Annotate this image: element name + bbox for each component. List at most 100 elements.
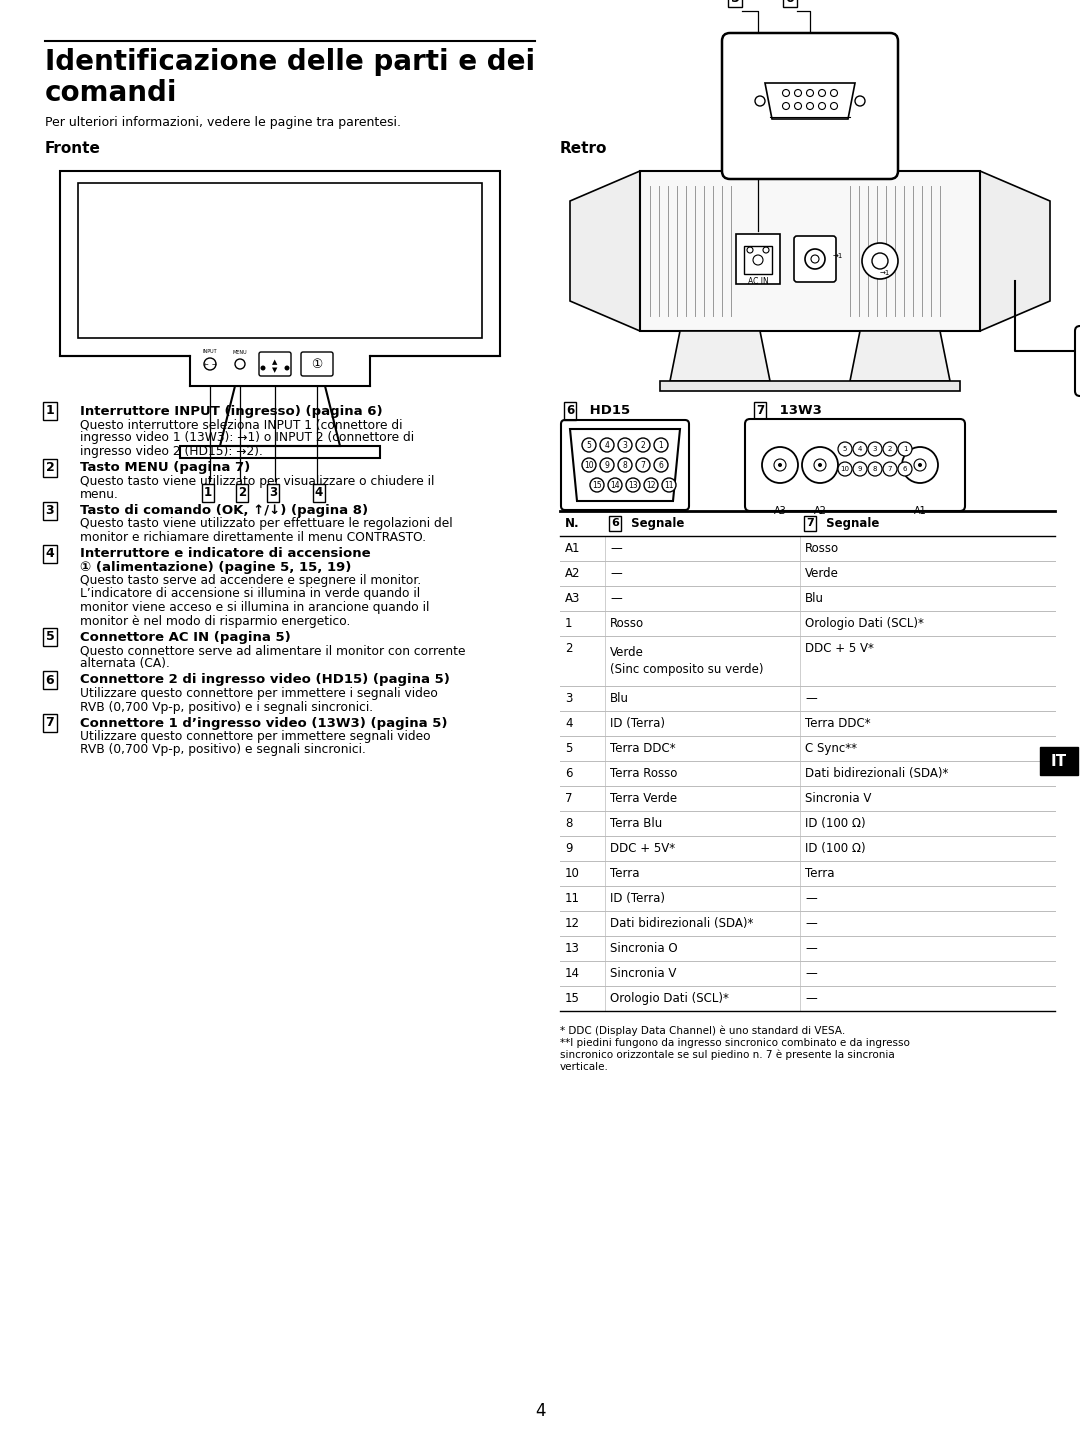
Text: Segnale: Segnale	[627, 517, 685, 530]
Text: Segnale: Segnale	[822, 517, 879, 530]
Bar	[180, 447, 380, 458]
Text: 7: 7	[640, 461, 646, 470]
Text: Terra DDC*: Terra DDC*	[805, 718, 870, 731]
Text: 6: 6	[566, 405, 575, 418]
Circle shape	[778, 463, 782, 467]
Text: ①: ①	[311, 357, 323, 370]
Text: 5: 5	[45, 631, 54, 644]
Text: (Sinc composito su verde): (Sinc composito su verde)	[610, 663, 764, 676]
Text: Terra Blu: Terra Blu	[610, 817, 662, 830]
Text: 4: 4	[45, 548, 54, 561]
Text: Orologio Dati (SCL)*: Orologio Dati (SCL)*	[610, 991, 729, 1004]
Polygon shape	[850, 331, 950, 380]
Circle shape	[918, 463, 922, 467]
Text: Dati bidirezionali (SDA)*: Dati bidirezionali (SDA)*	[805, 767, 948, 780]
Text: 8: 8	[873, 465, 877, 473]
Text: ▲: ▲	[272, 359, 278, 365]
Circle shape	[644, 478, 658, 491]
Text: 10: 10	[565, 867, 580, 880]
Text: 6: 6	[45, 673, 54, 686]
Circle shape	[838, 463, 852, 476]
Text: Blu: Blu	[610, 692, 629, 705]
Text: Interruttore e indicatore di accensione: Interruttore e indicatore di accensione	[80, 548, 370, 561]
Text: 11: 11	[664, 480, 674, 490]
Text: monitor e richiamare direttamente il menu CONTRASTO.: monitor e richiamare direttamente il men…	[80, 530, 427, 545]
Text: 9: 9	[858, 465, 862, 473]
Text: 3: 3	[622, 441, 627, 450]
Circle shape	[762, 447, 798, 483]
Text: 5: 5	[565, 742, 572, 755]
Bar	[78, 183, 482, 339]
Text: DDC + 5V*: DDC + 5V*	[610, 842, 675, 855]
Circle shape	[654, 438, 669, 452]
Text: * DDC (Display Data Channel) è uno standard di VESA.: * DDC (Display Data Channel) è uno stand…	[561, 1025, 846, 1036]
Text: Terra: Terra	[805, 867, 835, 880]
Text: Sincronia V: Sincronia V	[805, 793, 872, 806]
Circle shape	[862, 244, 897, 280]
Text: —: —	[805, 892, 816, 905]
Text: 6: 6	[659, 461, 663, 470]
Text: A2: A2	[813, 506, 826, 516]
FancyBboxPatch shape	[745, 419, 966, 512]
Circle shape	[600, 438, 615, 452]
Text: 4: 4	[535, 1402, 545, 1419]
Text: 6: 6	[785, 0, 794, 4]
Text: 6: 6	[565, 767, 572, 780]
Text: 7: 7	[45, 716, 54, 729]
Text: 4: 4	[605, 441, 609, 450]
Text: 7: 7	[565, 793, 572, 806]
Text: 1: 1	[903, 447, 907, 452]
Text: 2: 2	[565, 643, 572, 656]
Text: Retro: Retro	[561, 141, 607, 156]
Text: monitor è nel modo di risparmio energetico.: monitor è nel modo di risparmio energeti…	[80, 614, 350, 627]
Text: 15: 15	[592, 480, 602, 490]
Text: Fronte: Fronte	[45, 141, 100, 156]
Polygon shape	[570, 429, 680, 501]
Text: 1: 1	[565, 617, 572, 630]
Text: 2: 2	[45, 461, 54, 474]
Text: Questo tasto serve ad accendere e spegnere il monitor.: Questo tasto serve ad accendere e spegne…	[80, 574, 421, 586]
Text: Per ulteriori informazioni, vedere le pagine tra parentesi.: Per ulteriori informazioni, vedere le pa…	[45, 115, 401, 130]
Circle shape	[636, 438, 650, 452]
Text: 10: 10	[584, 461, 594, 470]
Text: Connettore 1 d’ingresso video (13W3) (pagina 5): Connettore 1 d’ingresso video (13W3) (pa…	[80, 716, 447, 729]
Text: AC IN: AC IN	[747, 277, 768, 285]
Text: 5: 5	[586, 441, 592, 450]
Text: RVB (0,700 Vp-p, positivo) e segnali sincronici.: RVB (0,700 Vp-p, positivo) e segnali sin…	[80, 744, 366, 757]
Text: 2: 2	[640, 441, 646, 450]
Circle shape	[590, 478, 604, 491]
Text: 1: 1	[204, 487, 212, 500]
Text: 3: 3	[269, 487, 278, 500]
Text: 13: 13	[629, 480, 638, 490]
Text: ▼: ▼	[272, 367, 278, 373]
Text: 14: 14	[610, 480, 620, 490]
Circle shape	[618, 458, 632, 473]
Text: →1: →1	[880, 269, 890, 277]
Text: 2: 2	[238, 487, 246, 500]
Text: 3: 3	[45, 504, 54, 517]
Text: 7: 7	[888, 465, 892, 473]
Bar	[640, 171, 980, 331]
Bar	[744, 246, 772, 274]
Text: A3: A3	[565, 592, 580, 605]
Text: Sincronia O: Sincronia O	[610, 942, 677, 955]
Circle shape	[853, 463, 867, 476]
Circle shape	[284, 366, 289, 370]
Text: ① (alimentazione) (pagine 5, 15, 19): ① (alimentazione) (pagine 5, 15, 19)	[80, 561, 351, 574]
FancyBboxPatch shape	[794, 236, 836, 282]
Text: —: —	[610, 542, 622, 555]
Bar	[735, 233, 780, 284]
Text: 6: 6	[903, 465, 907, 473]
Text: Rosso: Rosso	[805, 542, 839, 555]
Text: —: —	[805, 967, 816, 980]
Text: Identificazione delle parti e dei: Identificazione delle parti e dei	[45, 48, 535, 76]
Circle shape	[600, 458, 615, 473]
Text: verticale.: verticale.	[561, 1062, 609, 1072]
Circle shape	[618, 438, 632, 452]
Polygon shape	[670, 331, 770, 380]
Bar	[1040, 746, 1078, 775]
Text: Sincronia V: Sincronia V	[610, 967, 676, 980]
Text: 13W3: 13W3	[775, 405, 822, 418]
Text: 7: 7	[756, 405, 764, 418]
Circle shape	[818, 463, 822, 467]
